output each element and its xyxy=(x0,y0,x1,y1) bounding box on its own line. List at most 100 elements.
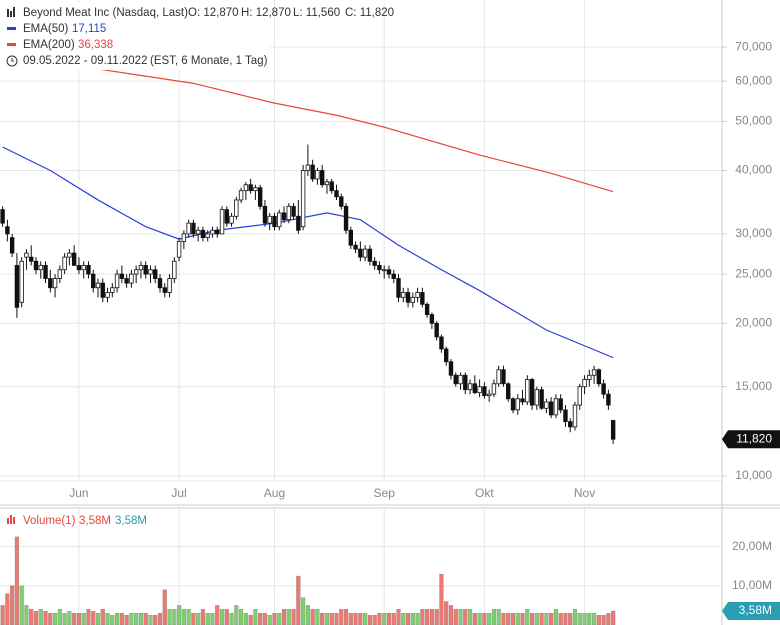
candle-body xyxy=(491,383,497,395)
volume-bar xyxy=(200,609,205,625)
candle-body xyxy=(606,393,611,406)
candle-body xyxy=(420,292,425,305)
candle-body xyxy=(148,269,153,275)
candle-body xyxy=(429,314,435,324)
y-tick-label: 25,000 xyxy=(735,266,772,280)
candle-body xyxy=(167,278,172,293)
volume-bar xyxy=(14,536,19,625)
volume-bar xyxy=(253,609,258,625)
ohlc-high: H: 12,870 xyxy=(241,7,291,19)
y-tick-label: 60,000 xyxy=(735,73,772,87)
candle-body xyxy=(410,296,416,303)
candle-body xyxy=(224,209,229,224)
candle-body xyxy=(272,215,277,228)
volume-bar xyxy=(596,615,601,625)
legend-value: 17,115 xyxy=(72,23,106,35)
volume-bar xyxy=(563,613,568,625)
volume-bar xyxy=(544,613,549,625)
volume-bar xyxy=(482,613,487,625)
volume-bar xyxy=(0,605,5,625)
candle-body xyxy=(215,229,220,235)
volume-bar xyxy=(382,613,387,625)
candle-body xyxy=(510,398,516,411)
period: (EST, 6 Monate, 1 Tag) xyxy=(150,55,268,67)
icon xyxy=(7,518,9,524)
candle-body xyxy=(91,273,96,289)
volume-bar xyxy=(592,613,597,625)
candle-body xyxy=(191,222,196,235)
volume-bar xyxy=(601,615,606,625)
ema-line xyxy=(2,146,614,359)
volume-bar xyxy=(243,613,248,625)
candle-body xyxy=(310,164,315,180)
volume-bar xyxy=(277,613,282,625)
volume-bar xyxy=(67,611,72,625)
volume-bar xyxy=(229,613,234,625)
candle-body xyxy=(324,181,330,186)
volume-bar xyxy=(439,573,444,625)
candle-body xyxy=(43,265,48,279)
candle-body xyxy=(348,229,354,246)
volume-bar xyxy=(468,609,473,625)
volume-legend: Volume(1) 3,58M 3,58M xyxy=(7,515,147,527)
candle-body xyxy=(329,181,334,192)
icon xyxy=(10,11,12,17)
volume-bar xyxy=(367,615,372,625)
volume-bar xyxy=(10,585,15,625)
volume-bar xyxy=(262,613,267,625)
volume-bar xyxy=(539,613,544,625)
candle-body xyxy=(568,421,573,428)
volume-bar xyxy=(525,609,530,625)
candle-body xyxy=(153,269,158,279)
y-tick-label: 20,00M xyxy=(732,539,772,553)
volume-bar xyxy=(205,613,210,625)
y-tick-label: 20,000 xyxy=(735,315,772,329)
y-tick-label: 40,000 xyxy=(735,163,772,177)
candle-body xyxy=(415,292,420,298)
volume-bar xyxy=(405,613,411,625)
volume-bar xyxy=(520,613,525,625)
candle-body xyxy=(24,252,29,258)
candle-body xyxy=(343,205,349,231)
candle-body xyxy=(587,374,592,380)
volume-bar xyxy=(320,613,325,625)
volume-bar xyxy=(177,605,182,625)
volume-bar xyxy=(258,613,263,625)
candle-body xyxy=(372,260,377,266)
ohlc-close: C: 11,820 xyxy=(345,7,394,19)
clock-icon xyxy=(6,55,18,67)
volume-bar xyxy=(391,613,396,625)
candle-body xyxy=(482,386,487,397)
ohlc-open: O: 12,870 xyxy=(188,7,239,19)
volume-bar xyxy=(549,613,554,625)
y-tick-label: 10,00M xyxy=(732,578,772,592)
volume-label-box xyxy=(722,601,780,620)
volume-bar xyxy=(291,609,296,625)
candle-body xyxy=(257,187,263,207)
volume-bar xyxy=(119,613,124,625)
volume-bar xyxy=(363,613,368,625)
candle-body xyxy=(405,292,411,303)
candle-body xyxy=(234,199,239,217)
volume-bar xyxy=(506,613,511,625)
volume-bar xyxy=(81,613,86,625)
candle-body xyxy=(572,404,578,428)
y-tick-label: 10,000 xyxy=(735,468,772,482)
volume-bar xyxy=(29,609,34,625)
candle-body xyxy=(100,282,105,298)
volume-bar xyxy=(510,613,516,625)
x-tick-label: Jul xyxy=(171,486,186,500)
y-tick-label: 50,000 xyxy=(735,113,772,127)
candle-body xyxy=(138,265,144,271)
candle-body xyxy=(67,252,72,258)
y-tick-label: 30,000 xyxy=(735,226,772,240)
candle-body xyxy=(110,287,115,293)
candle-body xyxy=(143,265,148,275)
candle-body xyxy=(29,256,34,262)
volume-bar xyxy=(305,605,310,625)
x-tick-label: Sep xyxy=(374,486,396,500)
candle-body xyxy=(596,369,602,385)
volume-bar xyxy=(53,613,58,625)
candle-body xyxy=(181,233,187,242)
